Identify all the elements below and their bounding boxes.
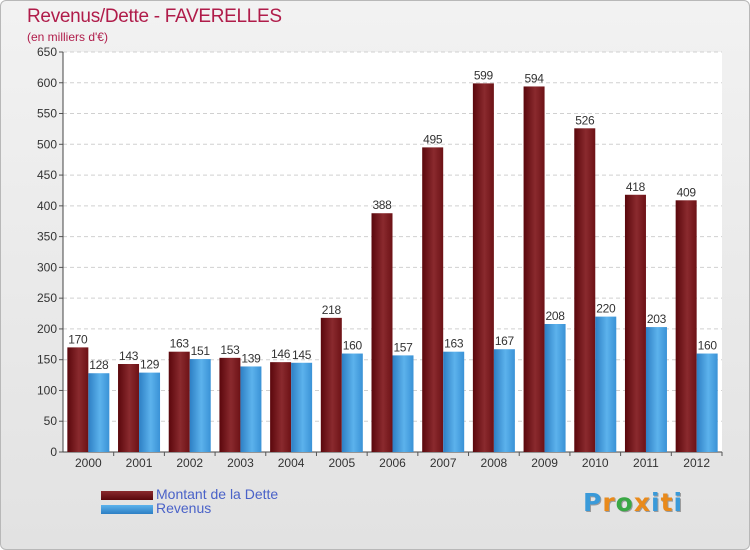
x-tick-label: 2010 [582, 456, 609, 470]
logo-letter: i [673, 488, 684, 517]
x-tick-label: 2000 [75, 456, 102, 470]
y-tick-label: 200 [37, 322, 57, 336]
x-tick-label: 2009 [531, 456, 558, 470]
y-tick-label: 100 [37, 383, 57, 397]
data-label: 203 [647, 312, 667, 326]
logo-letter: r [602, 488, 616, 517]
debt-bar [320, 317, 342, 452]
debt-bar [219, 357, 241, 452]
y-tick-label: 250 [37, 291, 57, 305]
y-tick-label: 650 [37, 45, 57, 59]
data-label: 160 [698, 339, 718, 353]
chart-title: Revenus/Dette - FAVERELLES [27, 6, 282, 27]
revenus-bar [696, 353, 718, 452]
debt-bar [168, 351, 190, 452]
data-label: 145 [292, 348, 312, 362]
revenus-bar [493, 349, 515, 452]
revenus-bar [645, 327, 667, 452]
data-label: 594 [525, 71, 545, 85]
legend-swatch-revenus [101, 505, 153, 514]
debt-bar [371, 213, 393, 452]
revenus-bar [291, 362, 313, 452]
debt-bar [523, 86, 545, 452]
y-tick-label: 350 [37, 230, 57, 244]
logo-letter: o [615, 488, 634, 517]
debt-bar [472, 83, 494, 452]
data-label: 151 [191, 344, 211, 358]
logo-letter: P [583, 488, 603, 517]
debt-bar [422, 147, 444, 452]
logo-letter: i [651, 488, 661, 517]
data-label: 163 [444, 337, 464, 351]
x-tick-label: 2008 [481, 456, 508, 470]
data-label: 409 [677, 185, 697, 199]
revenus-bar [240, 366, 262, 452]
debt-bar [67, 347, 89, 452]
data-label: 526 [575, 113, 595, 127]
data-label: 139 [241, 351, 261, 365]
revenus-bar [88, 373, 110, 452]
revenus-bar [189, 359, 211, 452]
y-tick-label: 300 [37, 260, 57, 274]
revenus-bar [392, 355, 414, 452]
data-label: 128 [89, 358, 109, 372]
data-label: 418 [626, 180, 646, 194]
data-label: 163 [170, 337, 190, 351]
x-tick-label: 2012 [683, 456, 710, 470]
data-label: 167 [495, 334, 515, 348]
data-label: 208 [546, 309, 566, 323]
revenus-bar [443, 351, 465, 452]
data-label: 160 [343, 339, 363, 353]
y-tick-label: 550 [37, 107, 57, 121]
proxiti-logo: Proxiti [583, 488, 683, 517]
y-tick-label: 50 [44, 414, 58, 428]
data-label: 388 [372, 198, 392, 212]
data-label: 146 [271, 347, 291, 361]
x-tick-label: 2007 [430, 456, 457, 470]
legend-swatch-debt [101, 491, 153, 500]
x-tick-label: 2005 [328, 456, 355, 470]
x-tick-label: 2003 [227, 456, 254, 470]
data-label: 153 [220, 343, 240, 357]
data-label: 218 [322, 303, 342, 317]
y-tick-label: 500 [37, 137, 57, 151]
y-tick-label: 150 [37, 353, 57, 367]
revenus-bar [341, 353, 363, 452]
data-label: 220 [596, 302, 616, 316]
revenus-bar [595, 316, 617, 452]
x-tick-label: 2006 [379, 456, 406, 470]
data-label: 157 [393, 340, 413, 354]
debt-bar [118, 364, 140, 452]
x-tick-label: 2001 [126, 456, 153, 470]
y-tick-label: 600 [37, 76, 57, 90]
revenus-bar [544, 324, 566, 452]
logo-letter: t [660, 488, 674, 517]
debt-bar [624, 194, 646, 452]
debt-bar [675, 200, 697, 452]
x-tick-label: 2011 [633, 456, 659, 470]
logo-letter: x [633, 488, 651, 517]
y-tick-label: 400 [37, 199, 57, 213]
debt-bar [270, 362, 292, 452]
legend-label-revenus: Revenus [156, 500, 212, 516]
x-tick-label: 2004 [278, 456, 305, 470]
chart-subtitle: (en milliers d'€) [27, 30, 108, 44]
y-tick-label: 0 [50, 445, 57, 459]
revenus-bar [139, 372, 161, 452]
data-label: 599 [474, 68, 494, 82]
data-label: 495 [423, 132, 443, 146]
x-tick-label: 2002 [176, 456, 203, 470]
data-label: 129 [140, 358, 160, 372]
data-label: 170 [68, 332, 88, 346]
legend-label-debt: Montant de la Dette [156, 486, 279, 502]
y-tick-label: 450 [37, 168, 57, 182]
data-label: 143 [119, 349, 139, 363]
debt-bar [574, 128, 596, 453]
